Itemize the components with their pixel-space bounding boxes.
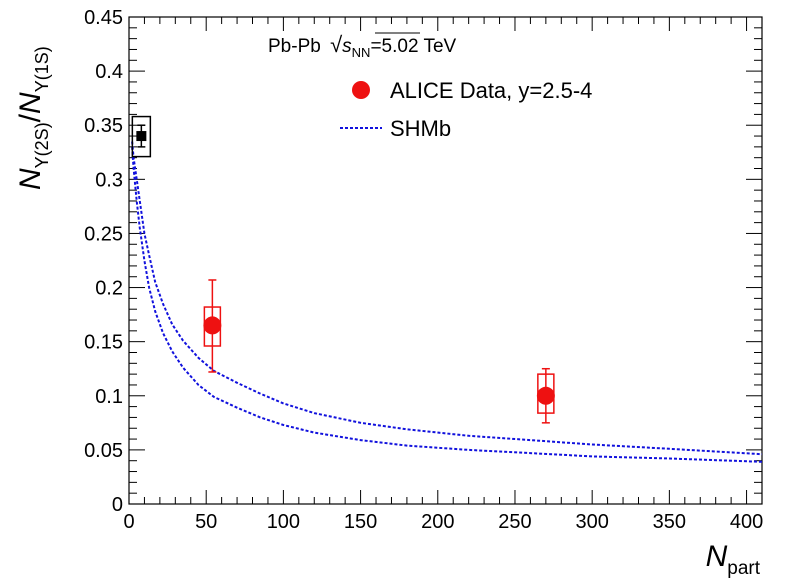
legend: ALICE Data, y=2.5-4 SHMb [340,78,592,141]
y-label-den-sub: Υ(1S) [32,46,52,92]
x-axis-label-sub: part [727,558,760,579]
legend-marker-alice [352,81,370,99]
x-tick-label: 150 [344,511,377,533]
collision-annotation: Pb-Pb √sNN=5.02 TeV [268,32,457,60]
pp-ref-point [136,131,147,142]
x-axis: 0 50 100 150 200 250 300 350 400 [123,17,763,533]
annotation-sub: NN [352,45,371,60]
x-axis-label: Npart [706,540,761,579]
y-tick-label: 0.2 [95,278,123,300]
x-axis-label-main: N [706,540,728,573]
pp-ref-sys-box [131,115,152,158]
y-tick-label: 0.1 [95,386,123,408]
legend-label-alice: ALICE Data, y=2.5-4 [390,78,592,103]
y-axis-label: NΥ(2S)/NΥ(1S) [14,46,52,190]
annotation-sqrt: √ [330,32,343,57]
annotation-energy: =5.02 TeV [370,36,456,57]
y-tick-label: 0.4 [95,61,123,83]
y-tick-label: 0.15 [84,332,123,354]
y-axis: 0 0.05 0.1 0.15 0.2 0.25 0.3 0.35 0.4 0.45 [84,7,762,516]
y-tick-label: 0.3 [95,169,123,191]
annotation-s: s [342,36,352,57]
y-label-slash: / [14,113,47,122]
x-tick-label: 200 [421,511,454,533]
alice-data-point [203,316,222,335]
legend-label-shmb: SHMb [390,116,451,141]
alice-data-point [536,386,555,405]
y-label-num-main: N [14,168,47,190]
x-tick-label: 0 [123,511,134,533]
shmb-upper-curve [131,141,763,456]
y-label-den-main: N [14,92,47,114]
x-tick-label: 300 [575,511,608,533]
plot-frame [128,16,763,505]
y-tick-label: 0.05 [84,440,123,462]
y-tick-label: 0.25 [84,223,123,245]
shmb-curves [131,141,763,463]
x-tick-label: 250 [498,511,531,533]
x-tick-label: 350 [653,511,686,533]
y-tick-label: 0 [112,494,123,516]
y-tick-label: 0.35 [84,115,123,137]
y-label-num-sub: Υ(2S) [32,122,52,168]
annotation-system: Pb-Pb [268,36,321,57]
x-tick-label: 100 [267,511,300,533]
data-points [131,115,555,424]
y-tick-label: 0.45 [84,7,123,29]
x-tick-label: 50 [195,511,217,533]
x-tick-label: 400 [730,511,763,533]
shmb-lower-curve [131,146,763,463]
